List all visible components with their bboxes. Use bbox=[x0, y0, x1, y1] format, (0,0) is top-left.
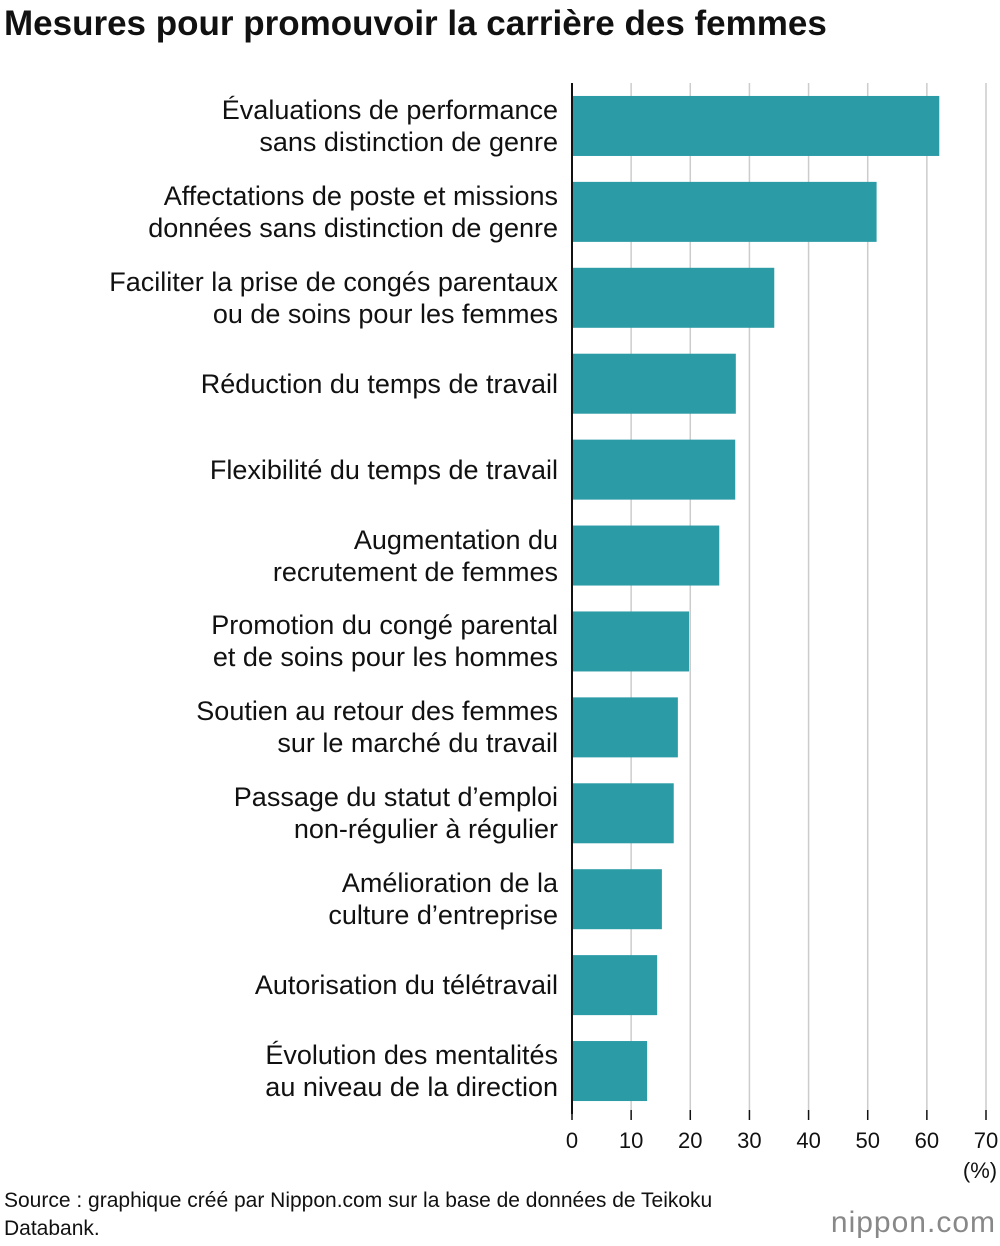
x-axis-unit: (%) bbox=[963, 1158, 997, 1183]
bar bbox=[572, 439, 736, 500]
bar bbox=[572, 1041, 648, 1102]
y-tick-label: Promotion du congé parental et de soins … bbox=[211, 610, 558, 673]
bar bbox=[572, 955, 658, 1016]
bar bbox=[572, 869, 662, 930]
bar bbox=[572, 525, 720, 586]
y-tick-label: Faciliter la prise de congés parentaux o… bbox=[109, 266, 558, 329]
x-tick-label: 10 bbox=[619, 1128, 643, 1153]
bar bbox=[572, 697, 678, 758]
x-tick-label: 40 bbox=[796, 1128, 820, 1153]
bar bbox=[572, 353, 736, 414]
y-tick-label: Amélioration de la culture d’entreprise bbox=[328, 868, 558, 931]
x-tick-label: 50 bbox=[855, 1128, 879, 1153]
bar bbox=[572, 267, 775, 328]
y-tick-label: Évolution des mentalités au niveau de la… bbox=[265, 1040, 558, 1103]
source-note: Source : graphique créé par Nippon.com s… bbox=[4, 1189, 713, 1240]
y-tick-label: Soutien au retour des femmes sur le marc… bbox=[196, 696, 558, 759]
x-tick-label: 30 bbox=[737, 1128, 761, 1153]
logo: nippon.com bbox=[830, 1206, 996, 1239]
y-tick-label: Affectations de poste et missions donnée… bbox=[148, 180, 558, 243]
bar bbox=[572, 783, 674, 844]
bar bbox=[572, 611, 690, 672]
x-tick-label: 20 bbox=[678, 1128, 702, 1153]
bar bbox=[572, 95, 940, 156]
y-tick-label: Augmentation du recrutement de femmes bbox=[272, 524, 558, 587]
y-tick-label: Flexibilité du temps de travail bbox=[209, 454, 558, 485]
y-tick-label: Évaluations de performance sans distinct… bbox=[221, 94, 558, 157]
bar bbox=[572, 181, 877, 242]
x-tick-label: 70 bbox=[974, 1128, 998, 1153]
y-tick-label: Autorisation du télétravail bbox=[254, 970, 558, 1001]
y-tick-label: Passage du statut d’emploi non-régulier … bbox=[233, 782, 558, 845]
y-tick-label: Réduction du temps de travail bbox=[200, 368, 558, 399]
x-tick-label: 0 bbox=[566, 1128, 578, 1153]
x-tick-label: 60 bbox=[915, 1128, 939, 1153]
chart-title: Mesures pour promouvoir la carrière des … bbox=[4, 4, 827, 43]
